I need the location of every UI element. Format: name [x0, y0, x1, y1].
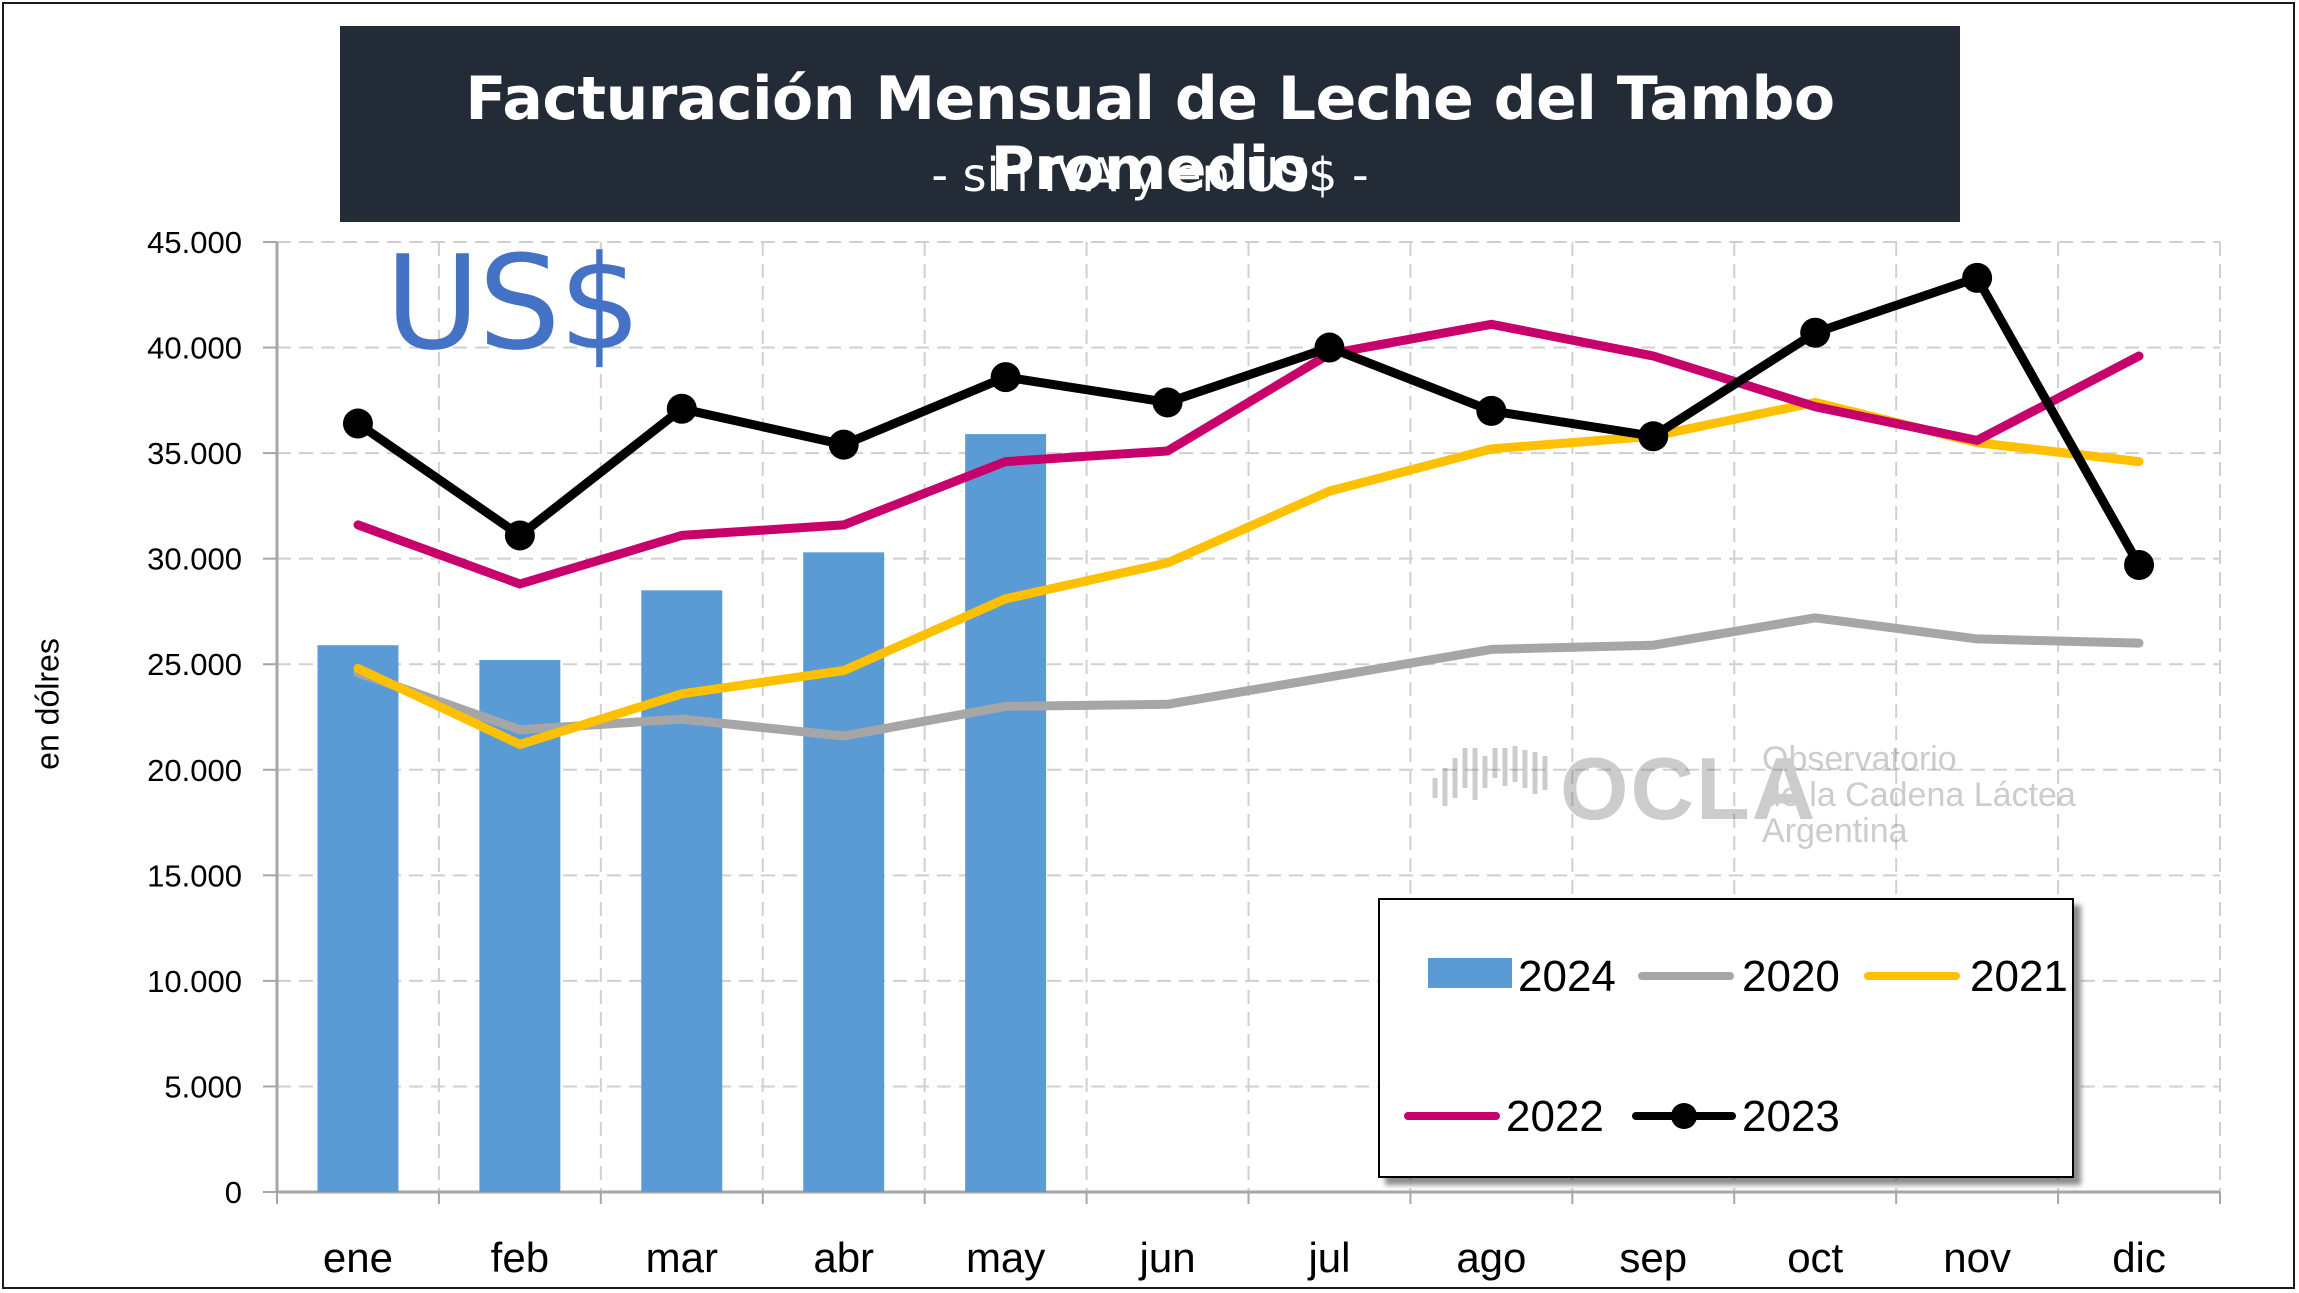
legend-label-2023: 2023: [1742, 1092, 1840, 1141]
point-2023-feb: [504, 520, 535, 551]
legend-label-2022: 2022: [1506, 1092, 1604, 1141]
tick-labels: 0 5.000 10.000 15.000 20.000 25.000 30.000 35.0…: [147, 225, 2166, 1281]
watermark-line-2: de la Cadena Láctea: [1762, 776, 2076, 814]
legend-label-2020: 2020: [1742, 952, 1840, 1001]
x-tick-label: dic: [2112, 1234, 2166, 1281]
point-2023-abr: [828, 429, 859, 460]
currency-label: US$: [385, 227, 641, 379]
point-2023-jun: [1152, 387, 1183, 418]
wave-logo-icon: [1432, 746, 1548, 806]
chart-subtitle: - sin IVA y en US$ -: [931, 148, 1369, 202]
line-series-2022: [353, 319, 2144, 589]
y-tick-label: 35.000: [147, 436, 242, 471]
legend-label-2021: 2021: [1970, 952, 2068, 1001]
x-tick-label: mar: [646, 1234, 718, 1281]
bar-2024-abr: [803, 552, 885, 1192]
x-tick-label: feb: [491, 1234, 549, 1281]
line-series-2020: [353, 613, 2144, 741]
bar-2024-mar: [641, 590, 723, 1192]
legend-swatch-2020: [1638, 972, 1734, 980]
x-tick-label: abr: [813, 1234, 874, 1281]
y-tick-label: 20.000: [147, 753, 242, 788]
point-2023-nov: [1962, 262, 1993, 293]
y-tick-label: 25.000: [147, 647, 242, 682]
point-2023-ene: [342, 408, 373, 439]
y-tick-label: 30.000: [147, 542, 242, 577]
line-series-2023: [353, 273, 2144, 570]
x-tick-label: sep: [1619, 1234, 1687, 1281]
point-2023-oct: [1800, 317, 1831, 348]
x-tick-label: nov: [1943, 1234, 2011, 1281]
bar-2024-may: [965, 434, 1047, 1193]
bar-2024-ene: [317, 645, 399, 1192]
x-tick-label: ene: [323, 1234, 393, 1281]
x-tick-label: may: [966, 1234, 1045, 1281]
chart-title: Facturación Mensual de Leche del Tambo P…: [465, 64, 1835, 204]
x-tick-label: jun: [1138, 1234, 1196, 1281]
title-banner: Facturación Mensual de Leche del Tambo P…: [340, 26, 1960, 222]
y-axis-label: en dólres: [29, 638, 66, 770]
x-tick-label: jul: [1306, 1234, 1350, 1281]
y-tick-label: 45.000: [147, 225, 242, 260]
point-2023-sep: [1638, 421, 1669, 452]
legend-swatch-2024: [1428, 958, 1512, 988]
point-2023-may: [990, 362, 1021, 393]
watermark-line-3: Argentina: [1762, 812, 1908, 850]
legend-swatch-2023: [1632, 1103, 1736, 1129]
y-tick-label: 10.000: [147, 964, 242, 999]
point-2023-dic: [2124, 550, 2155, 580]
axes: [263, 241, 2221, 1204]
y-tick-label: 5.000: [164, 1069, 242, 1104]
x-tick-label: oct: [1787, 1234, 1843, 1281]
point-2023-ago: [1476, 395, 1507, 426]
chart-legend: 2024 2020 2021 2022 2023: [1378, 898, 2074, 1178]
legend-swatch-2022: [1404, 1112, 1500, 1120]
watermark-line-1: Observatorio: [1762, 740, 1957, 778]
legend-swatch-2021: [1864, 972, 1960, 980]
point-2023-mar: [666, 393, 697, 424]
y-tick-label: 15.000: [147, 858, 242, 893]
legend-label-2024: 2024: [1518, 952, 1616, 1001]
x-tick-label: ago: [1456, 1234, 1526, 1281]
watermark-logo-text: OCLA: [1560, 739, 1818, 838]
y-tick-label: 40.000: [147, 331, 242, 366]
y-tick-label: 0: [225, 1175, 242, 1210]
line-series: [342, 262, 2155, 749]
point-2023-jul: [1314, 332, 1345, 363]
